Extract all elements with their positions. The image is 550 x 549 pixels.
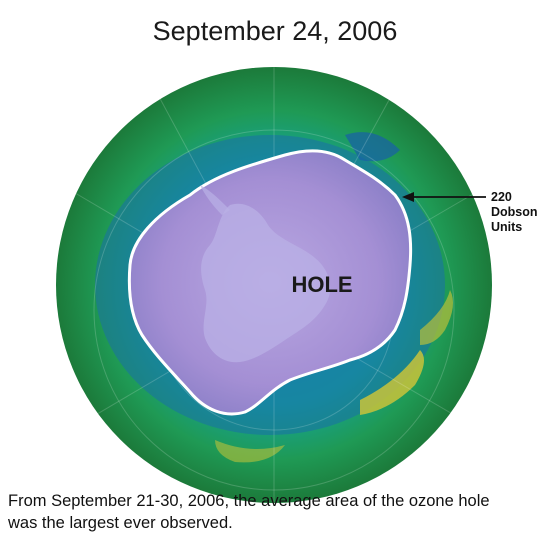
- antarctica-continent: [201, 203, 331, 363]
- hole-label: HOLE: [291, 272, 352, 297]
- contour-value-line-1: 220: [491, 190, 512, 204]
- caption-line-1: From September 21-30, 2006, the average …: [8, 492, 490, 510]
- contour-value-line-2: Dobson: [491, 205, 538, 219]
- caption-line-2: was the largest ever observed.: [8, 514, 233, 532]
- contour-value-line-3: Units: [491, 220, 522, 234]
- contour-value-label: 220 Dobson Units: [491, 190, 541, 234]
- antarctic-peninsula: [200, 185, 230, 215]
- map-caption: From September 21-30, 2006, the average …: [8, 490, 543, 534]
- map-title: September 24, 2006: [152, 16, 398, 46]
- contour-arrow: [402, 192, 486, 202]
